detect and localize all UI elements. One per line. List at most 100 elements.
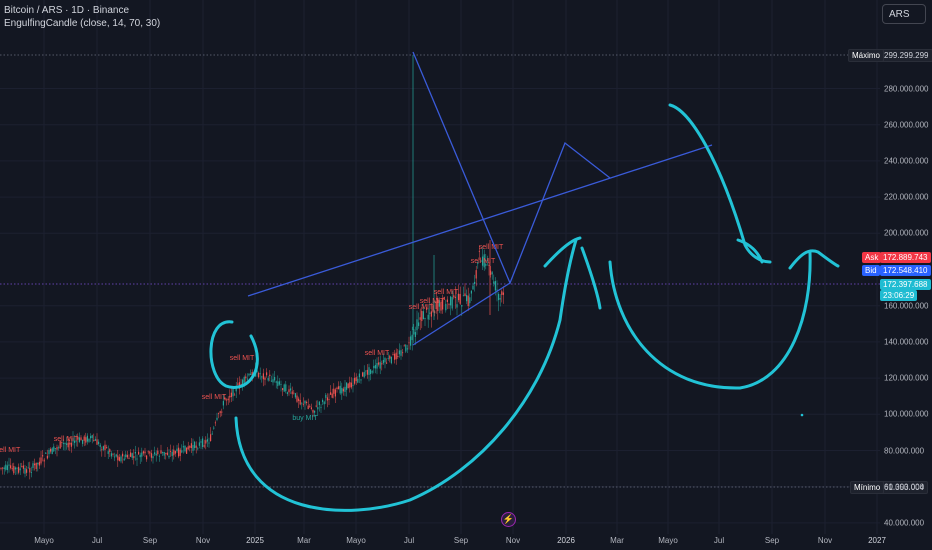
candle-body (110, 453, 112, 457)
candle-body (40, 457, 42, 464)
candle-body (120, 456, 122, 462)
candle-body (483, 254, 485, 268)
candle-body (142, 451, 144, 454)
candle-body (72, 438, 74, 442)
candle-body (8, 464, 10, 466)
indicator-title[interactable]: EngulfingCandle (close, 14, 70, 30) (4, 18, 161, 29)
candle-body (85, 437, 87, 443)
candle-body (24, 468, 26, 474)
candle-body (168, 455, 170, 458)
candle-body (160, 450, 162, 454)
candle-body (494, 281, 496, 291)
candle-body (318, 401, 320, 405)
candle-body (314, 410, 316, 413)
candle-body (237, 383, 239, 385)
candle-body (430, 311, 432, 317)
candle-body (61, 441, 63, 443)
candle-body (344, 386, 346, 392)
candle-body (106, 447, 108, 448)
candle-body (38, 461, 40, 466)
candle-body (280, 383, 282, 385)
candle-body (454, 296, 456, 299)
currency-button[interactable]: ARS (882, 4, 926, 24)
candle-body (152, 456, 154, 459)
symbol-title[interactable]: Bitcoin / ARS · 1D · Binance (4, 5, 130, 16)
time-tick-label: Sep (142, 536, 158, 545)
candle-body (422, 311, 424, 320)
time-tick-label: Mar (297, 536, 311, 545)
candle-body (435, 301, 437, 310)
candle-body (219, 411, 221, 413)
candle-body (330, 392, 332, 395)
candle-body (192, 445, 194, 451)
candle-body (178, 447, 180, 457)
candle-body (146, 455, 148, 460)
candle-body (427, 314, 429, 320)
candle-body (34, 463, 36, 466)
candle-body (134, 451, 136, 454)
candle-body (170, 451, 172, 452)
candle-body (384, 358, 386, 363)
sell-signal-label: sell MIT (54, 436, 79, 443)
candle-body (125, 454, 127, 458)
candle-body (46, 455, 48, 459)
candle-body (128, 457, 130, 459)
candle-body (194, 441, 196, 449)
candle-body (467, 295, 469, 307)
sell-signal-label: sell MIT (479, 244, 504, 251)
candle-body (206, 439, 208, 442)
candle-body (210, 434, 212, 441)
candle-body (202, 438, 204, 448)
candle-body (371, 371, 373, 373)
candle-body (366, 369, 368, 375)
candle-body (418, 322, 420, 326)
candle-body (26, 469, 28, 473)
candle-body (334, 389, 336, 397)
candle-body (104, 444, 106, 451)
candle-body (456, 304, 458, 308)
candle-body (358, 373, 360, 378)
candle-body (107, 451, 109, 454)
candle-body (91, 435, 93, 438)
candle-body (53, 446, 55, 452)
candle-body (381, 363, 383, 365)
candle-body (402, 352, 404, 354)
lightning-icon[interactable]: ⚡ (501, 512, 516, 527)
time-tick-label: Jul (713, 536, 725, 545)
curve-up-drawing (234, 238, 578, 512)
candle-body (419, 317, 421, 320)
candle-body (2, 467, 4, 469)
candle-body (390, 357, 392, 364)
ask-label-tag: Ask (862, 252, 882, 263)
candle-body (488, 265, 490, 266)
candle-body (459, 294, 461, 304)
candle-body (19, 468, 21, 471)
candle-body (395, 352, 397, 360)
candle-body (277, 381, 279, 387)
candle-body (51, 448, 53, 455)
candle-body (227, 398, 229, 401)
candle-body (94, 439, 96, 441)
candle-body (56, 447, 58, 450)
candle-body (336, 387, 338, 389)
candle-body (274, 376, 276, 381)
candle-body (347, 383, 349, 389)
candle-body (432, 305, 434, 312)
arrow-head-drawing (788, 249, 840, 270)
candle-body (331, 393, 333, 398)
candle-body (416, 319, 418, 331)
candle-body (197, 448, 199, 450)
candle-body (462, 295, 464, 297)
candle-body (262, 373, 264, 380)
candle-body (144, 451, 146, 454)
price-axis[interactable]: 299.299.299 172.889.743 172.548.410 172.… (880, 0, 932, 550)
candle-body (245, 376, 247, 379)
candle-body (0, 467, 2, 469)
time-axis[interactable]: Mayo Jul Sep Nov 2025 Mar Mayo Jul Sep Nov 2026 Mar… (0, 534, 886, 550)
user-drawings (209, 51, 840, 512)
candle-body (450, 296, 452, 306)
candle-body (320, 406, 322, 408)
candle-body (386, 362, 388, 364)
